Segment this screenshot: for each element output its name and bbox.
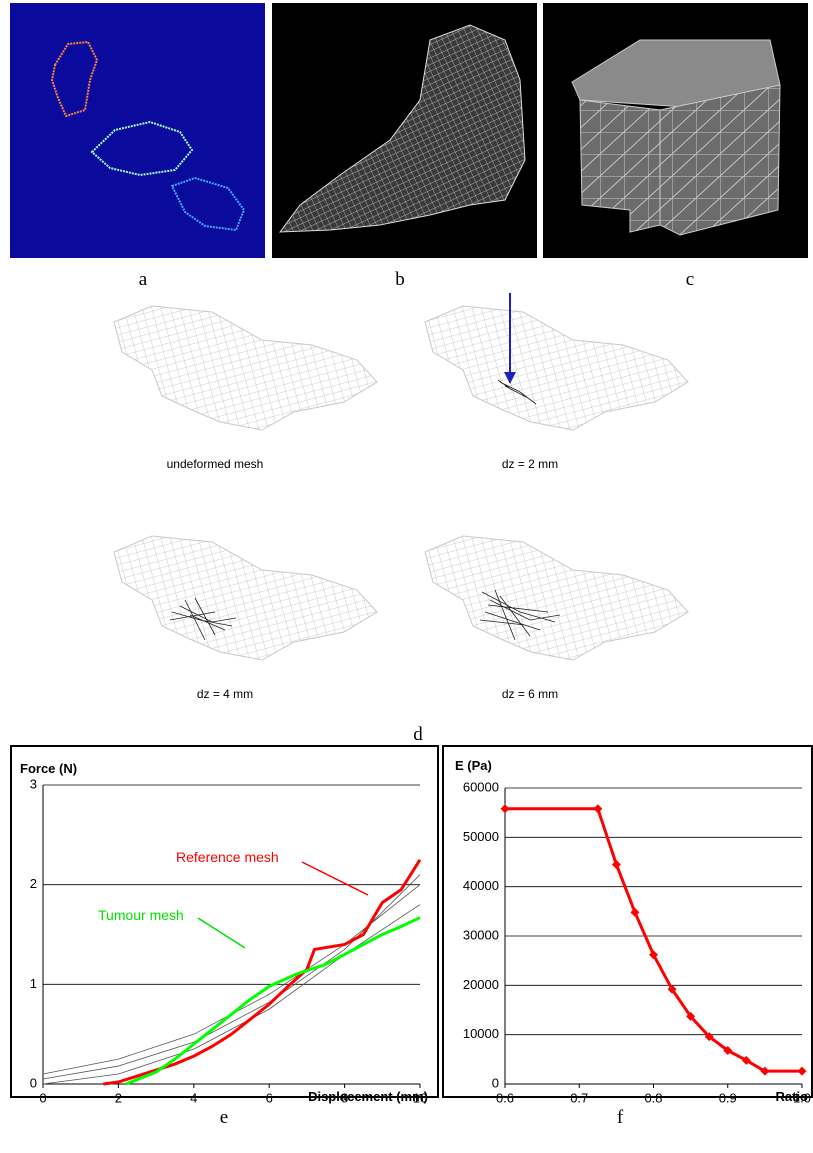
x-tick-label: 6: [266, 1090, 273, 1105]
panel-label: f: [617, 1107, 624, 1128]
x-tick-label: 0: [39, 1090, 46, 1105]
mesh-caption: dz = 2 mm: [502, 457, 558, 471]
mesh: [114, 536, 377, 660]
y-tick-label: 20000: [463, 977, 499, 992]
mesh: [425, 306, 688, 430]
y-tick-label: 10000: [463, 1026, 499, 1041]
panel-label: c: [686, 269, 694, 290]
mesh-caption: undeformed mesh: [167, 457, 264, 471]
x-tick-label: 2: [115, 1090, 122, 1105]
mesh-caption: dz = 4 mm: [197, 687, 253, 701]
mesh-caption: dz = 6 mm: [502, 687, 558, 701]
cube: [572, 40, 780, 235]
annotation: Tumour mesh: [98, 907, 184, 923]
panel-label: a: [139, 269, 148, 290]
x-axis-title: Displacement (mm): [308, 1089, 428, 1104]
x-tick-label: 0.9: [719, 1090, 737, 1105]
y-tick-label: 40000: [463, 878, 499, 893]
x-axis-title: Ratio: [776, 1089, 809, 1104]
mesh: [114, 306, 377, 430]
y-axis-title: Force (N): [20, 761, 77, 776]
y-tick-label: 3: [30, 776, 37, 791]
panel-label: d: [413, 724, 423, 745]
y-tick-label: 2: [30, 876, 37, 891]
y-tick-label: 0: [30, 1075, 37, 1090]
figure: undeformed mesh dz = 2 mm dz = 4 mm dz =…: [0, 0, 813, 1153]
x-tick-label: 0.6: [496, 1090, 514, 1105]
x-tick-label: 4: [190, 1090, 197, 1105]
y-tick-label: 1: [30, 976, 37, 991]
x-tick-label: 0.8: [644, 1090, 662, 1105]
chart-frame: [443, 746, 812, 1097]
x-tick-label: 0.7: [570, 1090, 588, 1105]
annotation: Reference mesh: [176, 849, 279, 865]
y-axis-title: E (Pa): [455, 758, 492, 773]
y-tick-label: 50000: [463, 829, 499, 844]
panel-a: [10, 3, 265, 258]
panel-label: b: [395, 269, 405, 290]
mesh: [425, 536, 688, 660]
y-tick-label: 30000: [463, 927, 499, 942]
y-tick-label: 0: [492, 1075, 499, 1090]
y-tick-label: 60000: [463, 779, 499, 794]
panel-label: e: [220, 1107, 228, 1128]
